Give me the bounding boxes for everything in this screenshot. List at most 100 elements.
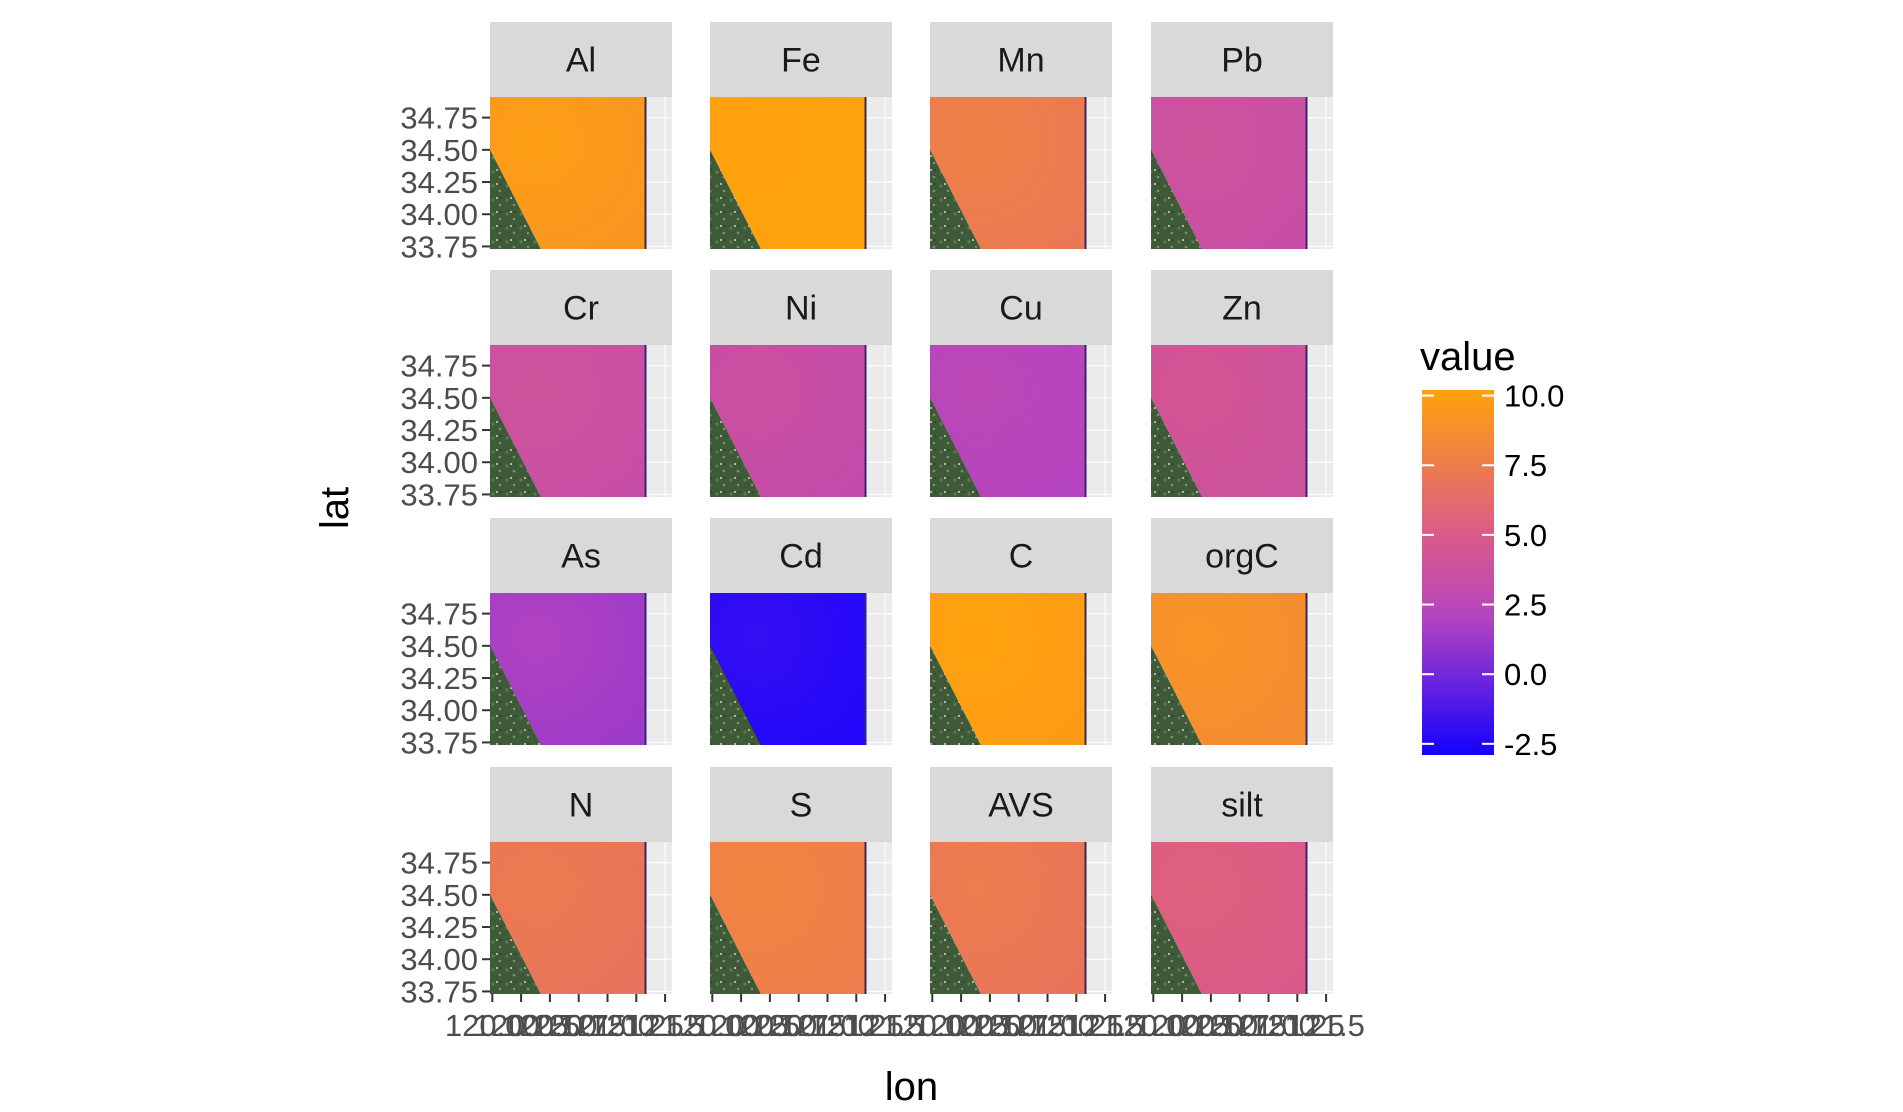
land-imagery [1151, 894, 1202, 994]
x-tick-label: 120.25 [474, 1008, 569, 1043]
x-axis-title: lon [885, 1065, 938, 1109]
x-tick-label: 120.00 [885, 1008, 980, 1043]
x-tick-label: 121.25 [1029, 1008, 1124, 1043]
facet-strip [490, 767, 672, 842]
facet-Pb: Pb [1151, 22, 1333, 249]
land-imagery [490, 397, 541, 497]
land-imagery [490, 149, 541, 249]
legend-tick-label: -2.5 [1504, 727, 1557, 762]
x-axis: 120.00120.25120.50120.75121.00121.25121.… [445, 994, 704, 1043]
facet-label: Cu [999, 290, 1042, 328]
land-imagery [710, 894, 761, 994]
facet-S: S [710, 767, 892, 994]
legend-tick-label: 0.0 [1504, 657, 1547, 692]
facet-strip [490, 22, 672, 97]
facet-N: N [490, 767, 672, 994]
x-tick-label: 121.00 [1221, 1008, 1316, 1043]
facet-label: Zn [1222, 290, 1262, 328]
x-tick-label: 120.00 [1106, 1008, 1201, 1043]
y-tick-label: 34.75 [400, 846, 478, 881]
y-tick-label: 33.75 [400, 477, 478, 512]
facet-strip [1151, 767, 1333, 842]
y-tick-label: 34.50 [400, 381, 478, 416]
facet-label: S [790, 787, 813, 825]
x-tick-label: 120.75 [751, 1008, 846, 1043]
facet-Ni: Ni [710, 270, 892, 497]
facet-Cr: Cr [490, 270, 672, 497]
facet-label: Pb [1221, 42, 1263, 80]
facet-Cu: Cu [930, 270, 1112, 497]
facet-strip [1151, 22, 1333, 97]
legend-colorbar [1422, 390, 1494, 755]
y-tick-label: 33.75 [400, 229, 478, 264]
y-tick-label: 34.25 [400, 165, 478, 200]
x-tick-label: 120.75 [531, 1008, 626, 1043]
x-tick-label: 120.25 [1135, 1008, 1230, 1043]
land-imagery [930, 397, 981, 497]
legend-tick-label: 2.5 [1504, 588, 1547, 623]
facet-label: Al [566, 42, 596, 80]
x-tick-label: 121.5 [1287, 1008, 1365, 1043]
facet-strip [930, 22, 1112, 97]
x-axis: 120.00120.25120.50120.75121.00121.25121.… [665, 994, 924, 1043]
x-tick-label: 121.25 [1250, 1008, 1345, 1043]
x-tick-label: 120.50 [942, 1008, 1037, 1043]
y-tick-label: 34.00 [400, 197, 478, 232]
facet-orgC: orgC [1151, 518, 1333, 745]
facet-label: orgC [1205, 538, 1279, 576]
facet-Zn: Zn [1151, 270, 1333, 497]
facet-label: Mn [997, 42, 1044, 80]
y-tick-label: 34.00 [400, 942, 478, 977]
x-tick-label: 120.00 [445, 1008, 540, 1043]
facet-strip [1151, 270, 1333, 345]
x-tick-label: 121.00 [560, 1008, 655, 1043]
y-tick-label: 33.75 [400, 974, 478, 1009]
x-tick-label: 120.25 [914, 1008, 1009, 1043]
x-tick-label: 120.50 [722, 1008, 817, 1043]
land-imagery [930, 645, 981, 745]
y-tick-label: 34.00 [400, 445, 478, 480]
facet-strip [710, 518, 892, 593]
facet-label: Cd [779, 538, 822, 576]
facet-label: AVS [988, 787, 1054, 825]
facet-label: N [569, 787, 594, 825]
land-imagery [710, 397, 761, 497]
y-tick-label: 34.50 [400, 133, 478, 168]
land-imagery [1151, 149, 1202, 249]
facet-strip [710, 270, 892, 345]
facet-strip [710, 767, 892, 842]
legend-tick-label: 10.0 [1504, 379, 1564, 414]
legend-title: value [1420, 335, 1516, 379]
land-imagery [710, 645, 761, 745]
facet-strip [1151, 518, 1333, 593]
land-imagery [710, 149, 761, 249]
y-tick-label: 34.75 [400, 597, 478, 632]
facet-Fe: Fe [710, 22, 892, 249]
y-tick-label: 34.25 [400, 661, 478, 696]
y-tick-label: 34.25 [400, 910, 478, 945]
facet-strip [930, 518, 1112, 593]
x-tick-label: 121.25 [589, 1008, 684, 1043]
facet-label: silt [1221, 787, 1263, 825]
facet-Cd: Cd [710, 518, 892, 745]
y-tick-label: 34.50 [400, 878, 478, 913]
y-tick-label: 34.25 [400, 413, 478, 448]
y-axes: 33.7534.0034.2534.5034.7533.7534.0034.25… [400, 101, 490, 1009]
land-imagery [930, 149, 981, 249]
land-imagery [490, 894, 541, 994]
facet-C: C [930, 518, 1112, 745]
facet-label: Cr [563, 290, 599, 328]
y-tick-label: 34.75 [400, 101, 478, 136]
land-imagery [1151, 645, 1202, 745]
land-imagery [1151, 397, 1202, 497]
x-axis: 120.00120.25120.50120.75121.00121.25121.… [1106, 994, 1365, 1043]
x-axes: 120.00120.25120.50120.75121.00121.25121.… [445, 994, 1365, 1043]
y-tick-label: 33.75 [400, 725, 478, 760]
x-tick-label: 121.5 [1066, 1008, 1144, 1043]
y-tick-label: 34.50 [400, 629, 478, 664]
x-tick-label: 121.00 [780, 1008, 875, 1043]
